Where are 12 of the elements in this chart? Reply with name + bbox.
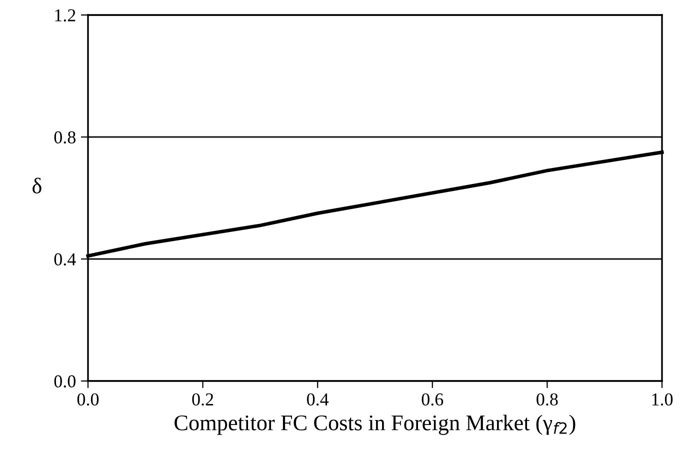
x-tick-label: 0.4 [307, 393, 329, 406]
x-tick-label: 0.2 [192, 393, 214, 406]
y-tick-label: 0.4 [54, 253, 76, 266]
x-axis-title: Competitor FC Costs in Foreign Market (γ$_{f2}$) [174, 414, 576, 435]
y-tick-label: 0.8 [54, 131, 76, 144]
x-tick-label: 0.6 [422, 393, 444, 406]
x-tick-label: 0.8 [536, 393, 558, 406]
x-tick-label: 0.0 [77, 393, 99, 406]
y-axis-title: δ [32, 178, 42, 194]
y-tick-label: 1.2 [55, 9, 76, 22]
y-tick-label: 0.0 [54, 375, 76, 388]
x-tick-label: 1.0 [652, 393, 673, 406]
